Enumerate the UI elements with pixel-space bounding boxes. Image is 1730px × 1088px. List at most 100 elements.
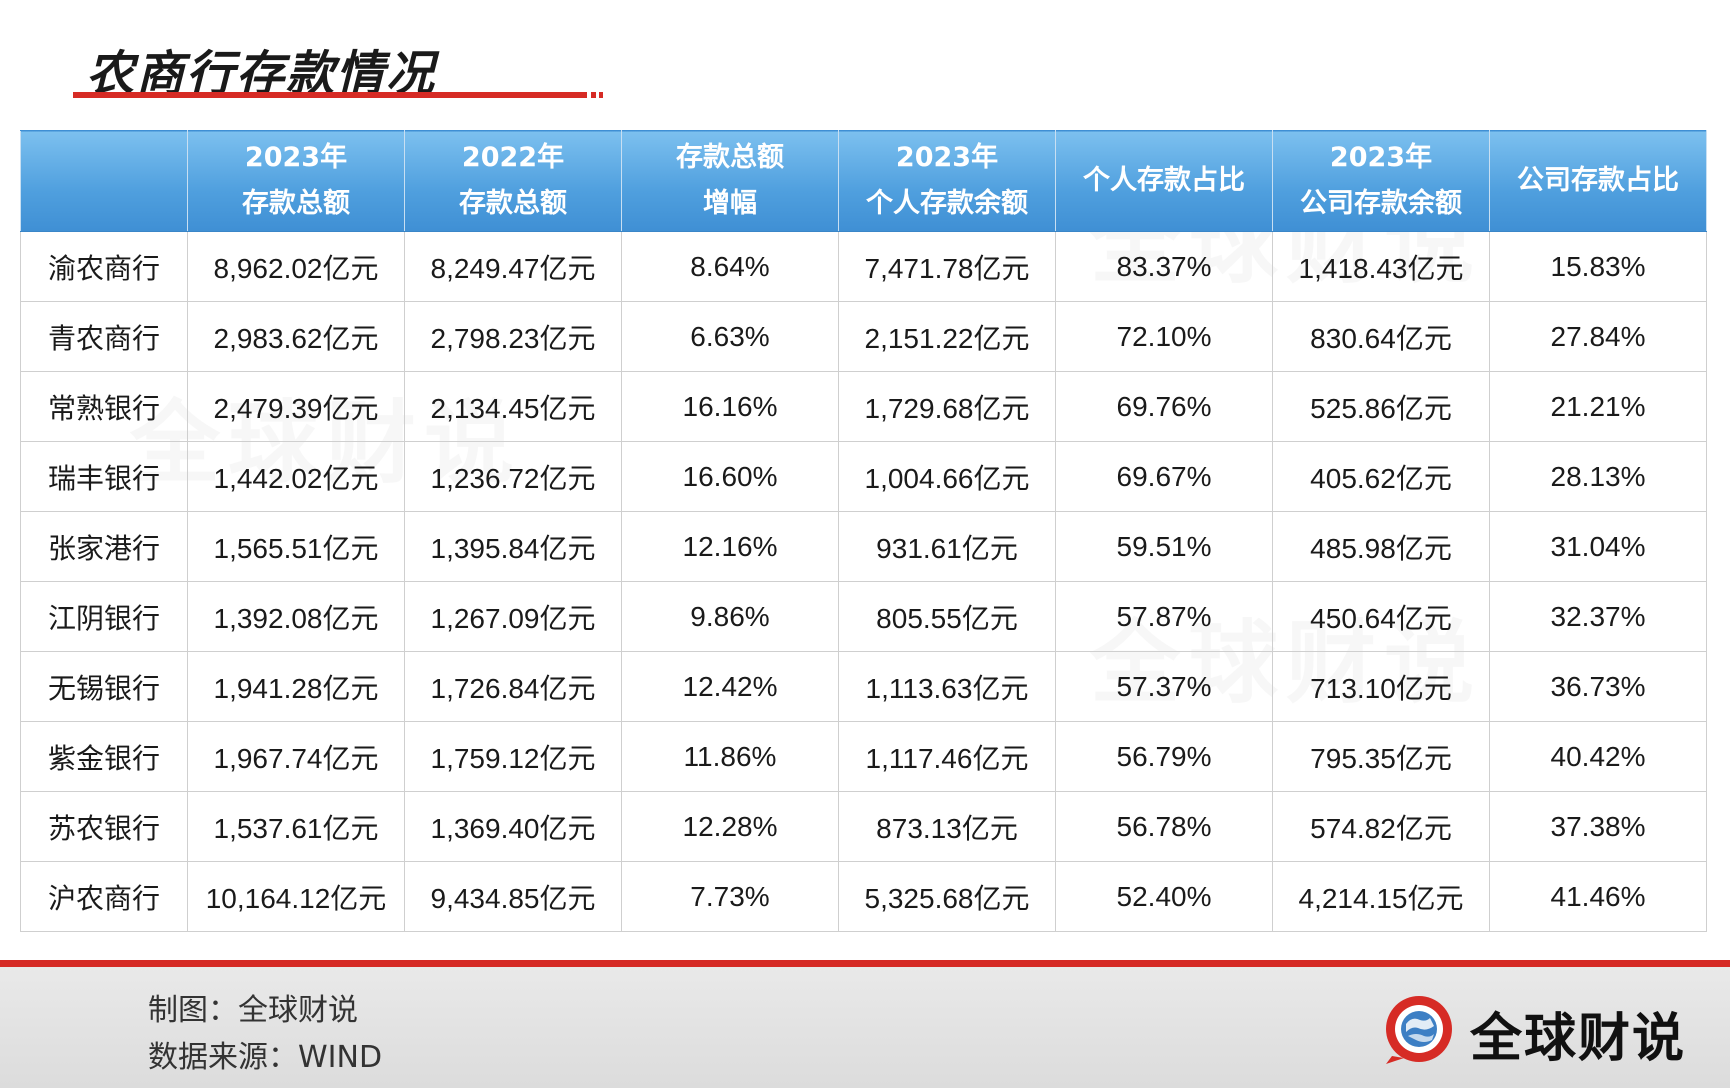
column-header-growth: 存款总额 增幅 <box>621 130 839 232</box>
column-header-line: 2022年 <box>461 142 565 173</box>
table-cell-corporate_ratio: 37.38% <box>1489 791 1707 862</box>
table-cell-corporate_2023: 405.62亿元 <box>1272 441 1490 512</box>
column-header-line: 个人存款余额 <box>866 188 1028 219</box>
table-row: 苏农银行 1,537.61亿元 1,369.40亿元 12.28% 873.13亿元 56… <box>20 791 1707 862</box>
table-cell-deposit_2022: 2,798.23亿元 <box>404 301 622 372</box>
table-cell-corporate_ratio: 28.13% <box>1489 441 1707 512</box>
table-row: 无锡银行 1,941.28亿元 1,726.84亿元 12.42% 1,113.63亿元… <box>20 651 1707 722</box>
table-row: 青农商行 2,983.62亿元 2,798.23亿元 6.63% 2,151.22亿元 7… <box>20 301 1707 372</box>
table-cell-deposit_2022: 1,726.84亿元 <box>404 651 622 722</box>
table-cell-deposit_2022: 9,434.85亿元 <box>404 861 622 932</box>
table-cell-deposit_2023: 1,392.08亿元 <box>187 581 405 652</box>
column-header-line: 个人存款占比 <box>1083 165 1245 196</box>
bank-name-cell: 张家港行 <box>20 511 188 582</box>
table-cell-deposit_2022: 2,134.45亿元 <box>404 371 622 442</box>
table-cell-personal_ratio: 57.87% <box>1055 581 1273 652</box>
table-cell-personal_2023: 7,471.78亿元 <box>838 231 1056 302</box>
table-cell-personal_ratio: 69.76% <box>1055 371 1273 442</box>
table-cell-personal_2023: 873.13亿元 <box>838 791 1056 862</box>
bank-name-cell: 渝农商行 <box>20 231 188 302</box>
bank-name-cell: 常熟银行 <box>20 371 188 442</box>
table-header-row: 2023年 存款总额 2022年 存款总额 存款总额 增幅 2023年 个人存款余额 个人存款占… <box>20 130 1707 232</box>
table-cell-personal_2023: 1,113.63亿元 <box>838 651 1056 722</box>
title-underline <box>73 92 603 98</box>
table-cell-corporate_ratio: 41.46% <box>1489 861 1707 932</box>
table-cell-corporate_ratio: 21.21% <box>1489 371 1707 442</box>
column-header-line: 公司存款占比 <box>1517 165 1679 196</box>
column-header-personal_ratio: 个人存款占比 <box>1055 130 1273 232</box>
data-source: 数据来源：WIND <box>148 1040 383 1075</box>
table-cell-corporate_ratio: 36.73% <box>1489 651 1707 722</box>
column-header-deposit_2023: 2023年 存款总额 <box>187 130 405 232</box>
table-cell-deposit_2023: 8,962.02亿元 <box>187 231 405 302</box>
table-cell-corporate_2023: 485.98亿元 <box>1272 511 1490 582</box>
table-cell-personal_ratio: 59.51% <box>1055 511 1273 582</box>
table-cell-corporate_2023: 525.86亿元 <box>1272 371 1490 442</box>
deposit-table: 2023年 存款总额 2022年 存款总额 存款总额 增幅 2023年 个人存款余额 个人存款占… <box>20 130 1707 932</box>
column-header-line: 存款总额 <box>676 142 784 173</box>
table-cell-deposit_2023: 1,565.51亿元 <box>187 511 405 582</box>
column-header-bank <box>20 130 188 232</box>
table-cell-corporate_2023: 574.82亿元 <box>1272 791 1490 862</box>
column-header-line: 2023年 <box>895 142 999 173</box>
table-row: 渝农商行 8,962.02亿元 8,249.47亿元 8.64% 7,471.78亿元 8… <box>20 231 1707 302</box>
table-cell-growth: 12.16% <box>621 511 839 582</box>
chart-credit: 制图：全球财说 <box>148 993 358 1028</box>
table-cell-corporate_2023: 713.10亿元 <box>1272 651 1490 722</box>
column-header-line: 2023年 <box>1329 142 1433 173</box>
table-cell-personal_2023: 1,004.66亿元 <box>838 441 1056 512</box>
table-cell-growth: 9.86% <box>621 581 839 652</box>
table-cell-personal_ratio: 72.10% <box>1055 301 1273 372</box>
column-header-corporate_ratio: 公司存款占比 <box>1489 130 1707 232</box>
table-cell-growth: 16.16% <box>621 371 839 442</box>
table-cell-corporate_ratio: 27.84% <box>1489 301 1707 372</box>
table-cell-growth: 11.86% <box>621 721 839 792</box>
table-cell-personal_2023: 1,117.46亿元 <box>838 721 1056 792</box>
table-cell-deposit_2023: 1,537.61亿元 <box>187 791 405 862</box>
bank-name-cell: 江阴银行 <box>20 581 188 652</box>
bank-name-cell: 沪农商行 <box>20 861 188 932</box>
brand-logo-icon <box>1386 996 1452 1064</box>
table-cell-deposit_2023: 1,442.02亿元 <box>187 441 405 512</box>
bank-name-cell: 无锡银行 <box>20 651 188 722</box>
column-header-corporate_2023: 2023年 公司存款余额 <box>1272 130 1490 232</box>
table-cell-corporate_ratio: 15.83% <box>1489 231 1707 302</box>
table-cell-corporate_ratio: 40.42% <box>1489 721 1707 792</box>
table-cell-personal_ratio: 57.37% <box>1055 651 1273 722</box>
table-cell-growth: 7.73% <box>621 861 839 932</box>
table-cell-personal_ratio: 83.37% <box>1055 231 1273 302</box>
table-cell-personal_2023: 805.55亿元 <box>838 581 1056 652</box>
column-header-deposit_2022: 2022年 存款总额 <box>404 130 622 232</box>
table-cell-personal_2023: 1,729.68亿元 <box>838 371 1056 442</box>
bank-name-cell: 瑞丰银行 <box>20 441 188 512</box>
table-cell-growth: 12.28% <box>621 791 839 862</box>
table-cell-deposit_2022: 8,249.47亿元 <box>404 231 622 302</box>
table-cell-corporate_2023: 4,214.15亿元 <box>1272 861 1490 932</box>
table-cell-personal_ratio: 56.79% <box>1055 721 1273 792</box>
table-cell-deposit_2023: 1,941.28亿元 <box>187 651 405 722</box>
table-cell-deposit_2022: 1,236.72亿元 <box>404 441 622 512</box>
table-cell-deposit_2022: 1,267.09亿元 <box>404 581 622 652</box>
table-cell-personal_ratio: 56.78% <box>1055 791 1273 862</box>
bank-name-cell: 苏农银行 <box>20 791 188 862</box>
table-cell-corporate_2023: 830.64亿元 <box>1272 301 1490 372</box>
table-row: 江阴银行 1,392.08亿元 1,267.09亿元 9.86% 805.55亿元 57.… <box>20 581 1707 652</box>
table-cell-growth: 16.60% <box>621 441 839 512</box>
table-cell-growth: 8.64% <box>621 231 839 302</box>
table-cell-growth: 12.42% <box>621 651 839 722</box>
table-cell-deposit_2023: 2,983.62亿元 <box>187 301 405 372</box>
table-row: 张家港行 1,565.51亿元 1,395.84亿元 12.16% 931.61亿元 59… <box>20 511 1707 582</box>
table-cell-corporate_2023: 1,418.43亿元 <box>1272 231 1490 302</box>
table-cell-personal_ratio: 69.67% <box>1055 441 1273 512</box>
table-cell-corporate_2023: 795.35亿元 <box>1272 721 1490 792</box>
table-cell-personal_2023: 931.61亿元 <box>838 511 1056 582</box>
table-cell-deposit_2022: 1,369.40亿元 <box>404 791 622 862</box>
column-header-line: 2023年 <box>244 142 348 173</box>
bank-name-cell: 紫金银行 <box>20 721 188 792</box>
table-cell-deposit_2022: 1,395.84亿元 <box>404 511 622 582</box>
footer-divider <box>0 960 1730 967</box>
table-cell-deposit_2023: 10,164.12亿元 <box>187 861 405 932</box>
table-row: 常熟银行 2,479.39亿元 2,134.45亿元 16.16% 1,729.68亿元… <box>20 371 1707 442</box>
table-cell-personal_ratio: 52.40% <box>1055 861 1273 932</box>
table-cell-growth: 6.63% <box>621 301 839 372</box>
